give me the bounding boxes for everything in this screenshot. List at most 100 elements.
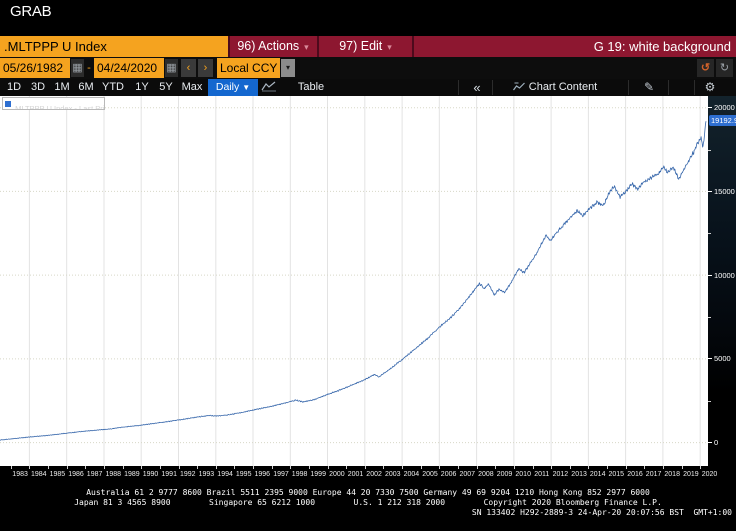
x-axis-label: 1996 bbox=[254, 471, 271, 478]
x-axis-tick bbox=[48, 466, 50, 469]
next-period-button[interactable]: › bbox=[198, 59, 213, 77]
prev-period-button[interactable]: ‹ bbox=[181, 59, 196, 77]
tab-1m[interactable]: 1M bbox=[54, 81, 70, 93]
command-text: GRAB bbox=[10, 3, 52, 20]
time-axis[interactable]: 1983 1984 1985 1986 1987 1988 1989 1990 1991 1992… bbox=[0, 466, 736, 486]
x-axis-label: 2000 bbox=[329, 471, 345, 478]
calendar-icon[interactable]: ▦ bbox=[71, 59, 84, 77]
chevron-down-icon: ▾ bbox=[387, 42, 392, 52]
gear-icon[interactable]: ⚙ bbox=[704, 80, 716, 94]
x-axis-label: 1998 bbox=[291, 471, 308, 478]
footer-session-info: SN 133402 H292-2889-3 24-Apr-20 20:07:56… bbox=[471, 508, 732, 517]
chart-content-button[interactable]: Chart Content bbox=[528, 81, 598, 93]
x-axis-tick bbox=[625, 466, 627, 469]
x-axis-tick bbox=[234, 466, 236, 469]
divider bbox=[492, 80, 493, 95]
tab-1y[interactable]: 1Y bbox=[135, 81, 149, 93]
divider bbox=[317, 36, 319, 57]
x-axis-tick bbox=[141, 466, 143, 469]
x-axis-tick bbox=[327, 466, 329, 469]
divider bbox=[458, 80, 459, 95]
x-axis-label: 2010 bbox=[515, 471, 531, 478]
currency-select[interactable]: Local CCY bbox=[217, 58, 280, 78]
y-axis-label: 0 bbox=[708, 438, 718, 447]
chart-panel: 0 5000 10000 15000 20000 19192.9257 .MLTPPP U… bbox=[0, 96, 736, 466]
x-axis-label: 1992 bbox=[180, 471, 196, 478]
chart-title: G 19: white background bbox=[593, 39, 731, 54]
divider bbox=[412, 36, 414, 57]
actions-button[interactable]: 96) Actions ▾ bbox=[229, 36, 317, 57]
x-axis-tick bbox=[253, 466, 254, 469]
x-axis-tick bbox=[383, 466, 385, 469]
tab-6m[interactable]: 6M bbox=[78, 81, 94, 93]
x-axis-tick bbox=[439, 466, 441, 469]
x-axis-label: 2016 bbox=[627, 471, 643, 478]
collapse-panel-icon[interactable]: « bbox=[473, 80, 481, 95]
x-axis-tick bbox=[644, 466, 646, 469]
legend-label: .MLTPPP U Index - Last Price 19192.9257 bbox=[13, 104, 105, 110]
x-axis-label: 2013 bbox=[571, 471, 587, 478]
footer-contacts-line1: Australia 61 2 9777 8600 Brazil 5511 239… bbox=[86, 488, 650, 497]
divider bbox=[668, 80, 669, 95]
x-axis-tick bbox=[681, 466, 683, 469]
x-axis-tick bbox=[290, 466, 292, 469]
tab-5y[interactable]: 5Y bbox=[159, 81, 173, 93]
x-axis-label: 1988 bbox=[105, 471, 122, 478]
tab-max[interactable]: Max bbox=[181, 81, 203, 93]
chevron-down-icon: ▾ bbox=[304, 42, 309, 52]
tab-ytd[interactable]: YTD bbox=[102, 81, 124, 93]
x-axis-label: 2004 bbox=[403, 471, 420, 478]
x-axis-tick bbox=[513, 466, 515, 469]
plot-svg[interactable] bbox=[0, 96, 708, 466]
x-axis-tick bbox=[458, 466, 459, 469]
terminal-footer: Australia 61 2 9777 8600 Brazil 5511 239… bbox=[0, 486, 736, 531]
y-axis-label: 5000 bbox=[708, 354, 731, 363]
legend[interactable]: .MLTPPP U Index - Last Price 19192.9257 bbox=[2, 97, 105, 110]
x-axis-tick bbox=[364, 466, 366, 469]
x-axis-label: 2019 bbox=[683, 471, 699, 478]
x-axis-tick bbox=[10, 466, 12, 469]
x-axis-label: 2006 bbox=[440, 471, 457, 478]
x-axis-tick bbox=[271, 466, 273, 469]
redo-icon[interactable]: ↻ bbox=[716, 59, 733, 77]
x-axis-tick bbox=[402, 466, 404, 469]
series-swatch bbox=[5, 101, 11, 107]
date-from-field[interactable]: 05/26/1982 bbox=[0, 58, 70, 78]
divider bbox=[694, 80, 695, 95]
x-axis-tick bbox=[551, 466, 553, 469]
y-axis-label: 15000 bbox=[708, 187, 735, 196]
x-axis-tick bbox=[66, 466, 68, 469]
x-axis-tick bbox=[215, 466, 217, 469]
period-select[interactable]: Daily ▼ bbox=[208, 79, 258, 96]
chart-content-icon[interactable] bbox=[513, 79, 526, 96]
x-axis-tick bbox=[85, 466, 87, 469]
price-axis[interactable]: 0 5000 10000 15000 20000 19192.9257 bbox=[708, 96, 736, 466]
divider bbox=[628, 80, 629, 95]
x-axis-label: 1985 bbox=[49, 471, 66, 478]
y-axis-label: 10000 bbox=[708, 271, 735, 280]
x-axis-label: 2007 bbox=[459, 471, 476, 478]
y-axis-minor-tick bbox=[708, 149, 711, 151]
x-axis-label: 1990 bbox=[142, 471, 159, 478]
tab-table[interactable]: Table bbox=[297, 81, 325, 93]
calendar-icon[interactable]: ▦ bbox=[165, 59, 178, 77]
x-axis-label: 1993 bbox=[198, 471, 215, 478]
x-axis-tick bbox=[178, 466, 180, 469]
x-axis-label: 1989 bbox=[124, 471, 140, 478]
footer-contacts-line2: Japan 81 3 4565 8900 Singapore 65 6212 1… bbox=[74, 498, 662, 507]
x-axis-tick bbox=[476, 466, 478, 469]
currency-dropdown-icon[interactable]: ▾ bbox=[281, 59, 295, 77]
x-axis-label: 1997 bbox=[273, 471, 289, 478]
tab-1d[interactable]: 1D bbox=[6, 81, 22, 93]
x-axis-tick bbox=[104, 466, 105, 469]
security-field[interactable]: .MLTPPP U Index bbox=[0, 36, 228, 57]
line-chart-icon[interactable] bbox=[261, 79, 277, 96]
date-to-field[interactable]: 04/24/2020 bbox=[94, 58, 164, 78]
x-axis-label: 1986 bbox=[68, 471, 84, 478]
undo-icon[interactable]: ↺ bbox=[697, 59, 714, 77]
edit-button[interactable]: 97) Edit ▾ bbox=[319, 36, 412, 57]
x-axis-label: 2015 bbox=[608, 471, 625, 478]
x-axis-label: 2008 bbox=[478, 471, 494, 478]
annotate-icon[interactable]: ✎ bbox=[643, 80, 655, 94]
tab-3d[interactable]: 3D bbox=[30, 81, 46, 93]
